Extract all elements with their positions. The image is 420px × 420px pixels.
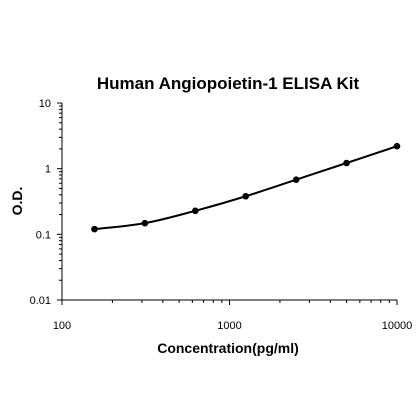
standard-curve-line [94, 145, 398, 231]
y-ticks: 0.01 0.1 1 10 [30, 98, 62, 307]
data-point [393, 142, 401, 150]
data-point [343, 159, 350, 167]
data-point [292, 176, 300, 183]
x-axis-label: Concentration(pg/ml) [157, 340, 299, 356]
y-tick-label: 0.1 [36, 229, 51, 241]
y-tick-label: 10 [39, 98, 51, 110]
data-point [192, 207, 199, 215]
y-tick-label: 1 [45, 164, 51, 176]
x-tick-label: 1000 [217, 320, 241, 332]
data-points [91, 142, 401, 233]
chart-title: Human Angiopoietin-1 ELISA Kit [97, 74, 360, 93]
data-point [141, 219, 149, 227]
data-point [91, 225, 98, 233]
x-ticks: 100 1000 10000 [53, 300, 412, 332]
data-point [242, 192, 250, 200]
y-tick-label: 0.01 [30, 295, 51, 307]
y-axis-label: O.D. [9, 187, 25, 216]
x-tick-label: 100 [53, 320, 71, 332]
x-tick-label: 10000 [382, 320, 413, 332]
